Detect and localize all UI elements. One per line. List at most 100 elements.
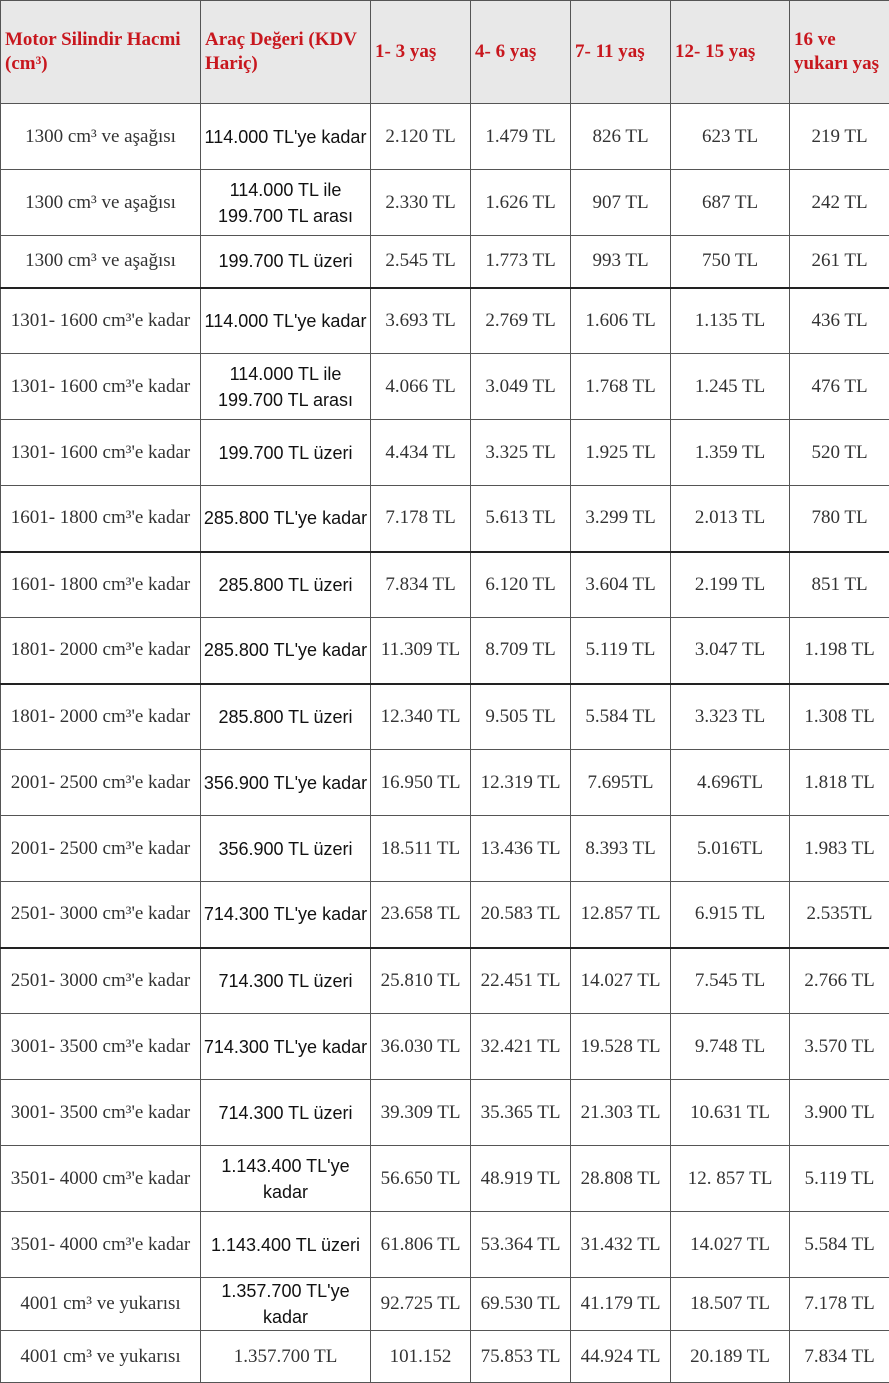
tax-age-7-11-cell: 14.027 TL (571, 948, 671, 1014)
engine-capacity-cell: 2001- 2500 cm³'e kadar (1, 750, 201, 816)
tax-age-7-11-cell: 1.606 TL (571, 288, 671, 354)
tax-age-1-3-cell: 7.834 TL (371, 552, 471, 618)
table-row: 1601- 1800 cm³'e kadar 285.800 TL üzeri … (1, 552, 889, 618)
tax-age-12-15-cell: 2.013 TL (671, 486, 790, 552)
vehicle-value-cell: 1.143.400 TL'ye kadar (201, 1146, 371, 1212)
vehicle-value-cell: 356.900 TL'ye kadar (201, 750, 371, 816)
tax-age-4-6-cell: 6.120 TL (471, 552, 571, 618)
tax-age-16-plus-cell: 1.818 TL (790, 750, 889, 816)
table-row: 1801- 2000 cm³'e kadar 285.800 TL'ye kad… (1, 618, 889, 684)
tax-age-16-plus-cell: 261 TL (790, 236, 889, 288)
tax-age-12-15-cell: 750 TL (671, 236, 790, 288)
tax-age-7-11-cell: 5.119 TL (571, 618, 671, 684)
engine-capacity-cell: 1301- 1600 cm³'e kadar (1, 288, 201, 354)
table-row: 4001 cm³ ve yukarısı 1.357.700 TL 101.15… (1, 1331, 889, 1383)
tax-age-1-3-cell: 39.309 TL (371, 1080, 471, 1146)
tax-age-4-6-cell: 3.049 TL (471, 354, 571, 420)
header-age-4-6: 4- 6 yaş (471, 1, 571, 104)
tax-age-7-11-cell: 7.695TL (571, 750, 671, 816)
tax-age-12-15-cell: 10.631 TL (671, 1080, 790, 1146)
tax-age-7-11-cell: 993 TL (571, 236, 671, 288)
engine-capacity-cell: 1801- 2000 cm³'e kadar (1, 684, 201, 750)
header-age-12-15: 12- 15 yaş (671, 1, 790, 104)
tax-age-1-3-cell: 11.309 TL (371, 618, 471, 684)
tax-age-16-plus-cell: 242 TL (790, 170, 889, 236)
tax-age-4-6-cell: 8.709 TL (471, 618, 571, 684)
vehicle-value-cell: 714.300 TL üzeri (201, 1080, 371, 1146)
vehicle-value-cell: 1.357.700 TL'ye kadar (201, 1278, 371, 1331)
tax-age-4-6-cell: 13.436 TL (471, 816, 571, 882)
tax-age-1-3-cell: 92.725 TL (371, 1278, 471, 1331)
table-row: 2001- 2500 cm³'e kadar 356.900 TL üzeri … (1, 816, 889, 882)
table-row: 3501- 4000 cm³'e kadar 1.143.400 TL üzer… (1, 1212, 889, 1278)
tax-age-1-3-cell: 12.340 TL (371, 684, 471, 750)
tax-age-16-plus-cell: 436 TL (790, 288, 889, 354)
vehicle-value-cell: 714.300 TL üzeri (201, 948, 371, 1014)
tax-age-16-plus-cell: 1.198 TL (790, 618, 889, 684)
tax-age-4-6-cell: 35.365 TL (471, 1080, 571, 1146)
tax-age-7-11-cell: 44.924 TL (571, 1331, 671, 1383)
vehicle-value-cell: 285.800 TL üzeri (201, 684, 371, 750)
tax-age-1-3-cell: 2.120 TL (371, 104, 471, 170)
tax-age-7-11-cell: 3.604 TL (571, 552, 671, 618)
engine-capacity-cell: 2001- 2500 cm³'e kadar (1, 816, 201, 882)
table-row: 1300 cm³ ve aşağısı 199.700 TL üzeri 2.5… (1, 236, 889, 288)
tax-age-12-15-cell: 12. 857 TL (671, 1146, 790, 1212)
tax-age-1-3-cell: 25.810 TL (371, 948, 471, 1014)
table-row: 1301- 1600 cm³'e kadar 199.700 TL üzeri … (1, 420, 889, 486)
tax-age-1-3-cell: 56.650 TL (371, 1146, 471, 1212)
engine-capacity-cell: 2501- 3000 cm³'e kadar (1, 882, 201, 948)
tax-age-16-plus-cell: 851 TL (790, 552, 889, 618)
tax-age-16-plus-cell: 5.119 TL (790, 1146, 889, 1212)
tax-age-12-15-cell: 7.545 TL (671, 948, 790, 1014)
engine-capacity-cell: 3501- 4000 cm³'e kadar (1, 1212, 201, 1278)
tax-age-12-15-cell: 1.135 TL (671, 288, 790, 354)
engine-capacity-cell: 4001 cm³ ve yukarısı (1, 1331, 201, 1383)
tax-age-4-6-cell: 12.319 TL (471, 750, 571, 816)
vehicle-value-cell: 285.800 TL üzeri (201, 552, 371, 618)
engine-capacity-cell: 4001 cm³ ve yukarısı (1, 1278, 201, 1331)
tax-age-16-plus-cell: 1.983 TL (790, 816, 889, 882)
tax-age-7-11-cell: 1.768 TL (571, 354, 671, 420)
tax-age-1-3-cell: 101.152 (371, 1331, 471, 1383)
vehicle-value-cell: 1.143.400 TL üzeri (201, 1212, 371, 1278)
table-row: 3001- 3500 cm³'e kadar 714.300 TL'ye kad… (1, 1014, 889, 1080)
vehicle-value-cell: 1.357.700 TL (201, 1331, 371, 1383)
tax-age-12-15-cell: 9.748 TL (671, 1014, 790, 1080)
tax-age-1-3-cell: 3.693 TL (371, 288, 471, 354)
engine-capacity-cell: 1300 cm³ ve aşağısı (1, 104, 201, 170)
vehicle-value-cell: 114.000 TL ile 199.700 TL arası (201, 170, 371, 236)
tax-age-16-plus-cell: 476 TL (790, 354, 889, 420)
tax-age-1-3-cell: 18.511 TL (371, 816, 471, 882)
tax-age-7-11-cell: 1.925 TL (571, 420, 671, 486)
tax-age-1-3-cell: 4.434 TL (371, 420, 471, 486)
tax-age-1-3-cell: 7.178 TL (371, 486, 471, 552)
tax-age-4-6-cell: 1.626 TL (471, 170, 571, 236)
header-vehicle-value: Araç Değeri (KDV Hariç) (201, 1, 371, 104)
tax-age-4-6-cell: 20.583 TL (471, 882, 571, 948)
tax-age-7-11-cell: 5.584 TL (571, 684, 671, 750)
engine-capacity-cell: 1300 cm³ ve aşağısı (1, 236, 201, 288)
tax-age-16-plus-cell: 3.900 TL (790, 1080, 889, 1146)
header-age-16-plus: 16 ve yukarı yaş (790, 1, 889, 104)
tax-age-7-11-cell: 41.179 TL (571, 1278, 671, 1331)
tax-age-7-11-cell: 8.393 TL (571, 816, 671, 882)
engine-capacity-cell: 3001- 3500 cm³'e kadar (1, 1014, 201, 1080)
tax-age-1-3-cell: 2.545 TL (371, 236, 471, 288)
vehicle-value-cell: 714.300 TL'ye kadar (201, 1014, 371, 1080)
vehicle-value-cell: 114.000 TL ile 199.700 TL arası (201, 354, 371, 420)
tax-age-16-plus-cell: 7.834 TL (790, 1331, 889, 1383)
table-row: 1300 cm³ ve aşağısı 114.000 TL ile 199.7… (1, 170, 889, 236)
tax-age-16-plus-cell: 219 TL (790, 104, 889, 170)
table-row: 3501- 4000 cm³'e kadar 1.143.400 TL'ye k… (1, 1146, 889, 1212)
tax-age-12-15-cell: 2.199 TL (671, 552, 790, 618)
tax-age-1-3-cell: 16.950 TL (371, 750, 471, 816)
tax-age-1-3-cell: 23.658 TL (371, 882, 471, 948)
tax-age-4-6-cell: 69.530 TL (471, 1278, 571, 1331)
tax-age-16-plus-cell: 7.178 TL (790, 1278, 889, 1331)
tax-age-12-15-cell: 14.027 TL (671, 1212, 790, 1278)
table-row: 1601- 1800 cm³'e kadar 285.800 TL'ye kad… (1, 486, 889, 552)
tax-age-16-plus-cell: 780 TL (790, 486, 889, 552)
tax-age-12-15-cell: 5.016TL (671, 816, 790, 882)
